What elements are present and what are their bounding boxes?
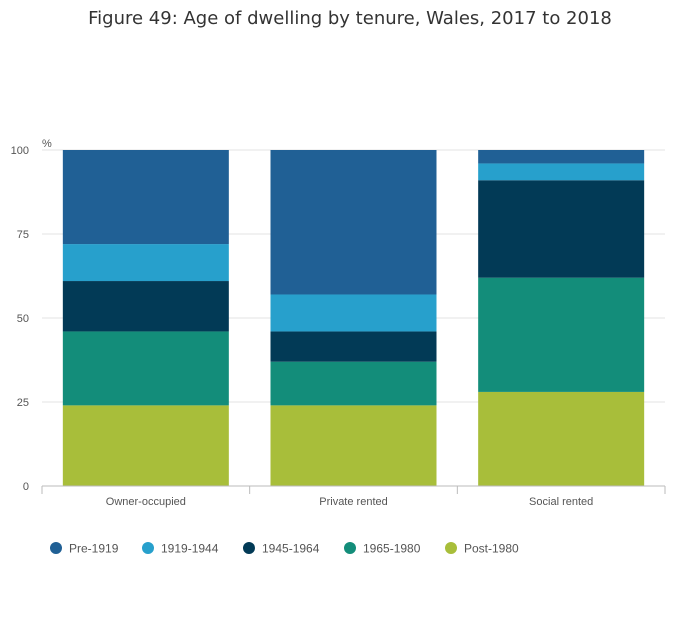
y-tick-label: 25 [17, 397, 29, 409]
bar-segment [62, 331, 229, 406]
x-tick-label: Social rented [529, 496, 593, 508]
bar-segment [478, 163, 645, 181]
bar-segment [270, 150, 437, 295]
y-tick-label: 0 [23, 481, 29, 493]
x-tick-label: Private rented [319, 496, 387, 508]
legend-label: 1965-1980 [363, 542, 421, 556]
legend-label: 1919-1944 [161, 542, 219, 556]
bar-segment [62, 405, 229, 486]
legend-marker [50, 542, 62, 554]
bar-segment [478, 277, 645, 392]
y-tick-label: 100 [11, 145, 29, 157]
legend-marker [445, 542, 457, 554]
bar-segment [270, 405, 437, 486]
bar-segment [478, 150, 645, 164]
bar-segment [270, 331, 437, 362]
legend-label: 1945-1964 [262, 542, 320, 556]
legend-label: Pre-1919 [69, 542, 119, 556]
legend-marker [344, 542, 356, 554]
x-tick-label: Owner-occupied [106, 496, 186, 508]
chart-title: Figure 49: Age of dwelling by tenure, Wa… [88, 8, 612, 29]
bar-segment [478, 391, 645, 486]
legend-label: Post-1980 [464, 542, 519, 556]
bars [62, 150, 645, 486]
legend-marker [142, 542, 154, 554]
bar-segment [62, 281, 229, 332]
legend-marker [243, 542, 255, 554]
legend: Pre-1919 1919-1944 1945-1964 1965-1980 Post-… [50, 542, 519, 556]
bar-segment [478, 180, 645, 278]
bar-segment [270, 294, 437, 332]
bar-segment [62, 244, 229, 282]
y-tick-label: 75 [17, 229, 29, 241]
y-tick-label: 50 [17, 313, 29, 325]
y-axis-unit-label: % [42, 138, 52, 150]
axes: 0 25 50 75 100 Owner-occupied Private rented So… [11, 145, 666, 508]
bar-segment [270, 361, 437, 406]
bar-segment [62, 150, 229, 245]
